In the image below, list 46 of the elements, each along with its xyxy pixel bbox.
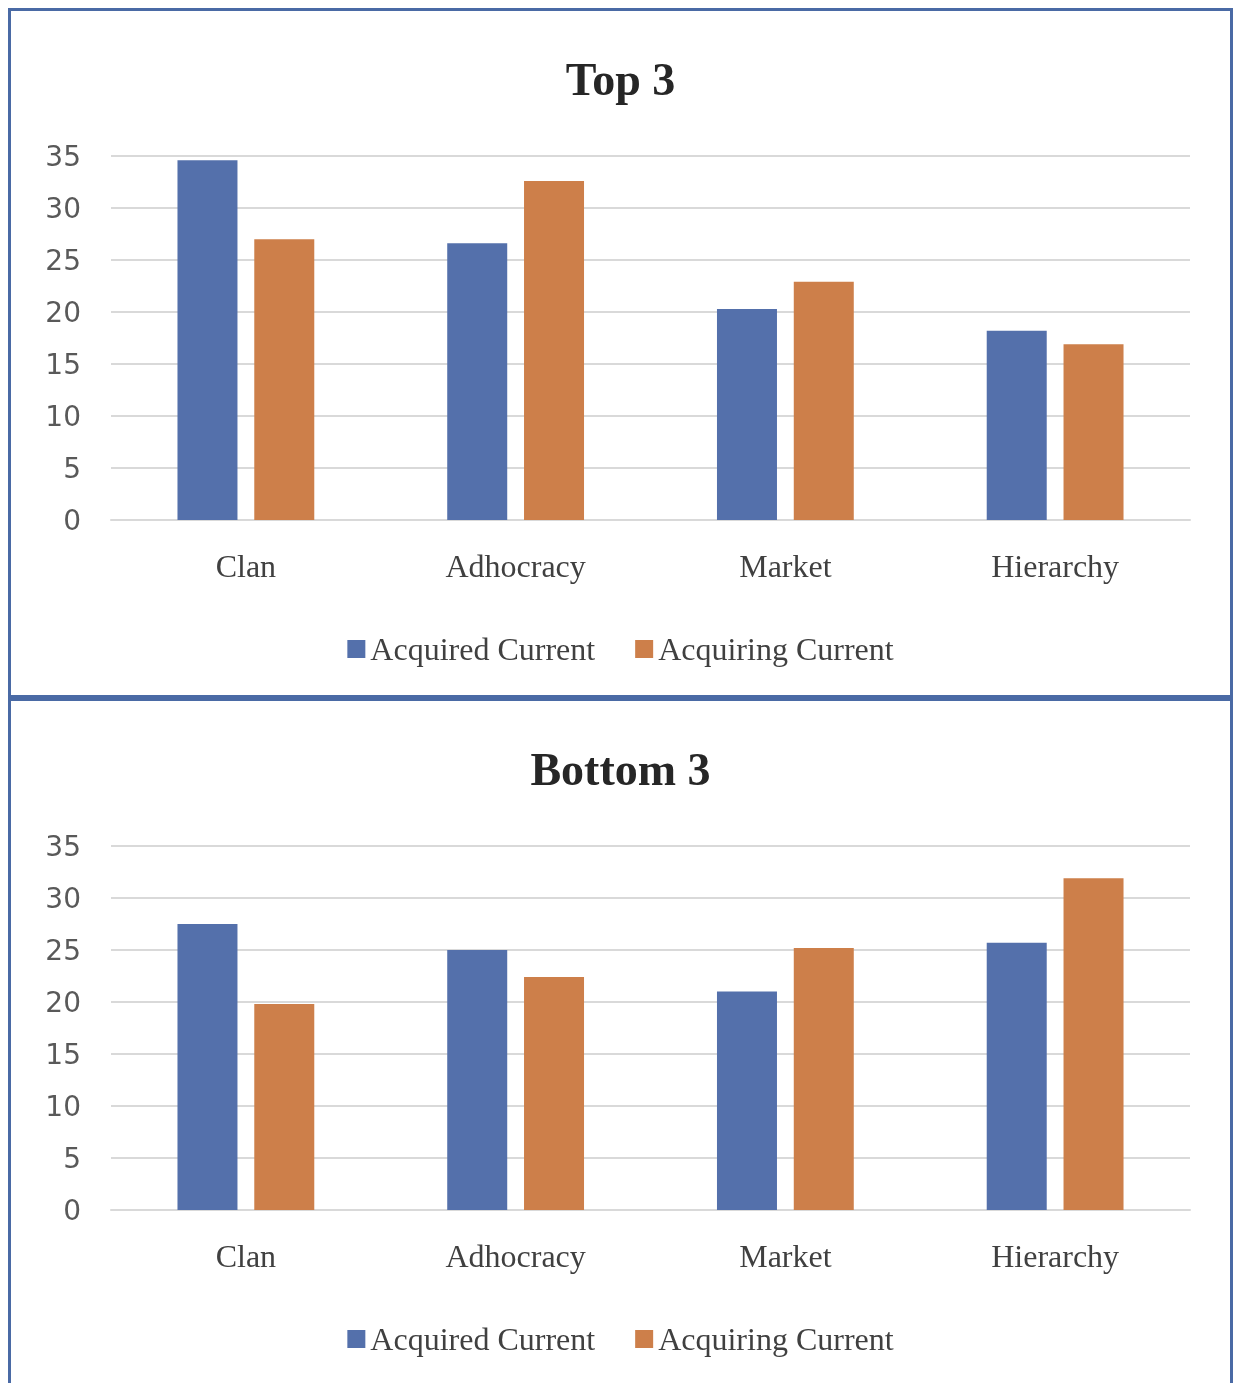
bar — [524, 977, 585, 1210]
bar — [986, 330, 1047, 520]
bar — [793, 947, 854, 1210]
legend-label: Acquired Current — [370, 631, 596, 667]
x-tick-label: Adhocracy — [445, 548, 586, 584]
y-tick-label: 5 — [63, 1141, 81, 1175]
x-tick-label: Clan — [215, 1238, 277, 1274]
y-tick-label: 10 — [45, 399, 81, 433]
y-tick-label: 10 — [45, 1089, 81, 1123]
y-tick-label: 25 — [45, 933, 81, 967]
chart-title: Top 3 — [565, 53, 676, 105]
bar — [254, 239, 315, 520]
y-tick-label: 35 — [45, 139, 81, 173]
y-tick-label: 20 — [45, 985, 81, 1019]
bar — [1063, 878, 1124, 1210]
y-tick-label: 30 — [45, 881, 81, 915]
bar — [177, 160, 238, 520]
bar — [1063, 344, 1124, 520]
x-tick-label: Hierarchy — [991, 548, 1120, 584]
x-tick-label: Adhocracy — [445, 1238, 586, 1274]
x-tick-label: Hierarchy — [991, 1238, 1120, 1274]
chart-title: Bottom 3 — [530, 743, 711, 795]
legend-label: Acquiring Current — [658, 631, 894, 667]
y-tick-label: 5 — [63, 451, 81, 485]
bar — [447, 243, 508, 520]
bar — [254, 1004, 315, 1210]
x-tick-label: Market — [739, 1238, 832, 1274]
y-tick-label: 15 — [45, 347, 81, 381]
bar — [793, 281, 854, 520]
y-tick-label: 25 — [45, 243, 81, 277]
legend-label: Acquired Current — [370, 1321, 596, 1357]
bar — [524, 180, 585, 520]
bar — [177, 924, 238, 1210]
x-tick-label: Clan — [215, 548, 277, 584]
y-tick-label: 0 — [63, 503, 81, 537]
y-tick-label: 35 — [45, 829, 81, 863]
bar — [716, 991, 777, 1210]
bar — [716, 308, 777, 520]
x-tick-label: Market — [739, 548, 832, 584]
bar — [986, 942, 1047, 1210]
bar — [447, 950, 508, 1210]
legend-label: Acquiring Current — [658, 1321, 894, 1357]
y-tick-label: 15 — [45, 1037, 81, 1071]
y-tick-label: 20 — [45, 295, 81, 329]
y-tick-label: 30 — [45, 191, 81, 225]
y-tick-label: 0 — [63, 1193, 81, 1227]
